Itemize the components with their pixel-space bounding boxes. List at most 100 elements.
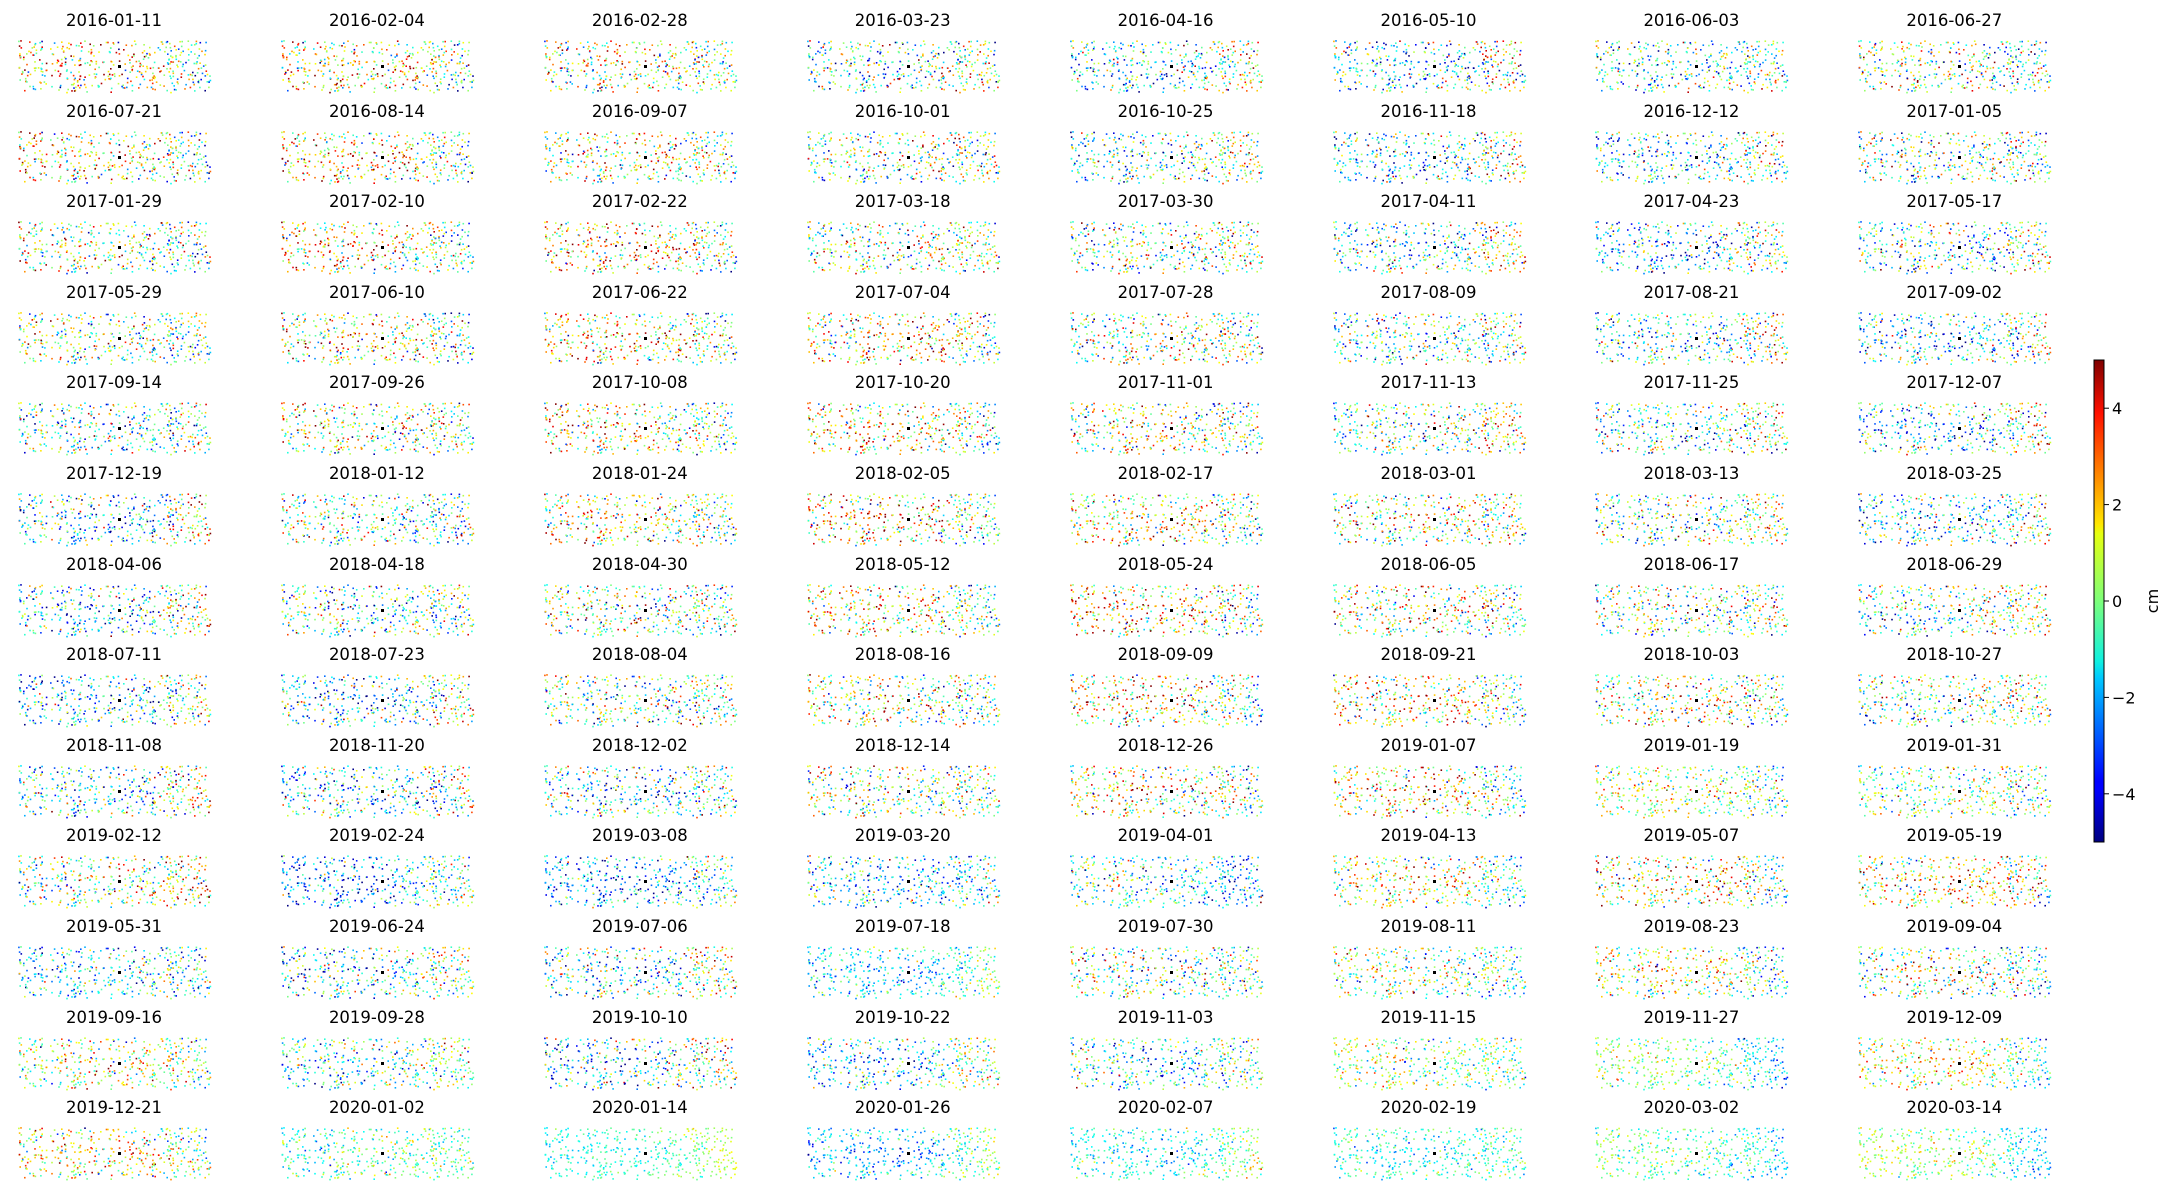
scatter-point [188,144,190,147]
scatter-point [1495,76,1497,78]
scatter-point [1148,84,1151,87]
scatter-point [669,44,671,46]
scatter-point [1974,40,1976,42]
scatter-point [1878,67,1880,69]
scatter-point [356,145,358,148]
scatter-point [1170,53,1172,55]
scatter-point [1743,89,1746,92]
scatter-point [352,154,354,157]
scatter-point [432,46,435,49]
scatter-point [455,172,457,174]
scatter-point [1202,86,1204,89]
scatter-point [363,82,366,85]
scatter-point [545,40,548,42]
scatter-point [730,165,732,168]
scatter-point [547,70,550,73]
scatter-point [1092,48,1095,50]
scatter-point [316,132,319,135]
scatter-point [90,60,92,62]
scatter-point [610,166,612,169]
scatter-point [976,54,979,56]
scatter-point [886,66,889,69]
scatter-point [817,41,820,43]
scatter-point [1381,88,1384,91]
scatter-point [719,53,722,55]
panel-title: 2016-01-11 [16,10,212,32]
scatter-point [896,161,898,163]
scatter-point [1747,50,1750,52]
scatter-point [1765,54,1767,56]
scatter-point [1223,61,1226,63]
scatter-point [872,166,875,169]
scatter-point [1250,86,1253,89]
scatter-point [1596,79,1599,81]
scatter-point [433,182,435,184]
scatter-point [2025,61,2028,64]
scatter-point [70,145,72,148]
scatter-point [1072,47,1074,49]
scatter-point [683,67,686,69]
scatter-point [879,51,881,54]
scatter-point [925,160,928,163]
scatter-point [1405,51,1407,54]
scatter-point [652,172,655,174]
scatter-point [1213,43,1215,45]
scatter-point [1459,55,1462,57]
scatter-point [1512,67,1514,70]
scatter-point [154,142,156,144]
scatter-point [353,60,355,62]
scatter-point [375,154,378,157]
scatter-point [308,69,310,72]
scatter-point [302,172,305,175]
scatter-point [1989,67,1992,70]
scatter-point [880,84,882,87]
scatter-point [1994,88,1997,91]
scatter-point [1514,41,1516,44]
scatter-point [343,140,346,143]
scatter-point [1949,51,1952,54]
scatter-point [828,178,831,181]
scatter-point [686,131,688,134]
scatter-point [1097,62,1099,65]
scatter-point [976,48,978,51]
scatter-point [2034,44,2036,46]
scatter-point [281,145,284,148]
scatter-point [937,143,939,146]
scatter-point [166,131,169,134]
scatter-point [689,74,691,76]
scatter-point [963,145,966,148]
scatter-point [940,82,943,85]
scatter-point [180,51,183,54]
scatter-point [579,42,582,44]
scatter-point [976,139,978,141]
scatter-point [548,147,551,149]
scatter-point [1666,63,1669,66]
scatter-point [200,157,203,160]
scatter-point [993,180,995,183]
scatter-point [576,74,579,77]
scatter-point [1456,65,1459,67]
scatter-point [438,89,440,91]
panel-title: 2016-09-07 [542,101,738,123]
scatter-point [18,135,21,138]
scatter-point [1178,81,1180,84]
scatter-point [434,82,436,85]
scatter-point [549,159,552,162]
scatter-point [1340,81,1343,83]
scatter-point [1871,47,1874,49]
scatter-point [342,57,345,60]
scatter-point [713,130,715,133]
scatter-point [1474,84,1476,86]
scatter-point [27,161,30,164]
scatter-point [56,136,59,139]
scatter-point [375,42,377,44]
scatter-point [1342,71,1344,73]
panel-title: 2016-07-21 [16,101,212,123]
scatter-point [1710,53,1713,56]
scatter-point [458,40,461,43]
scatter-point [2038,81,2040,84]
scatter-point [878,52,881,55]
scatter-point [881,55,884,57]
scatter-point [566,138,569,141]
scatter-point [976,59,979,61]
